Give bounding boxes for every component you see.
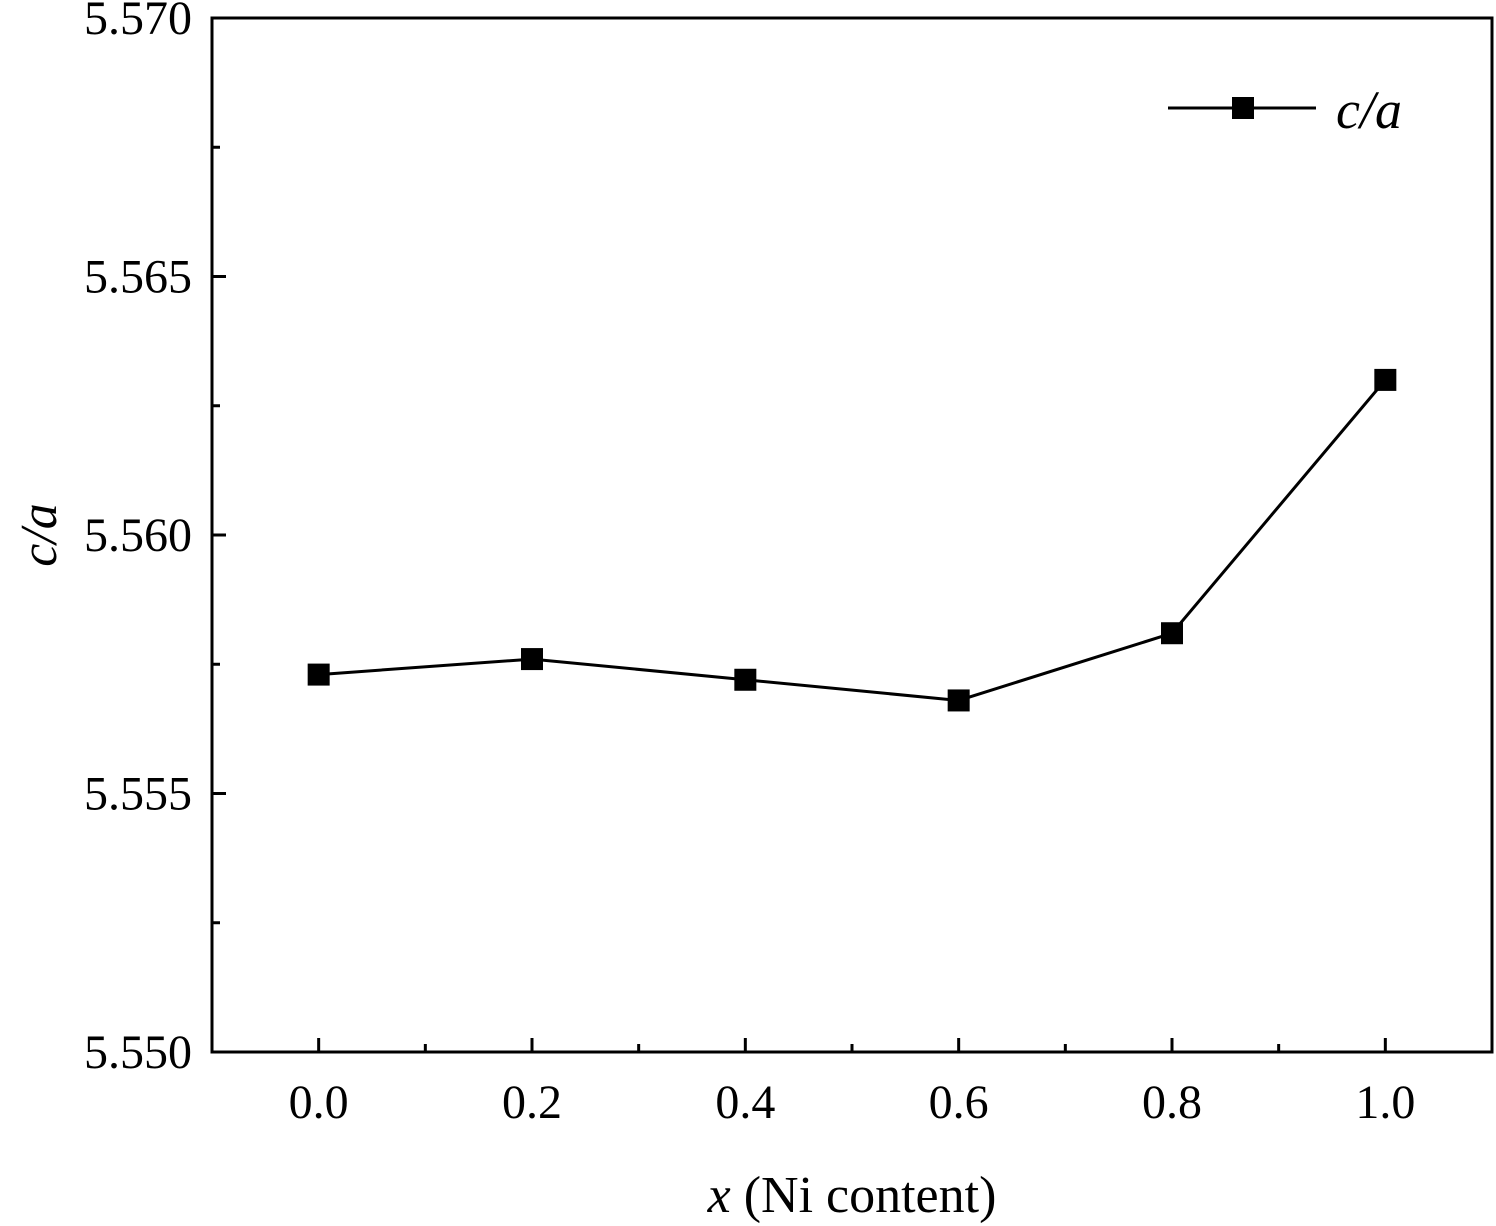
x-tick-label: 0.6 (929, 1076, 989, 1129)
data-point-marker (521, 648, 543, 671)
y-tick-label: 5.555 (84, 768, 192, 821)
y-tick-label: 5.560 (84, 509, 192, 562)
y-tick-label: 5.550 (84, 1026, 192, 1079)
data-point-marker (1161, 622, 1183, 645)
y-tick-label: 5.570 (84, 0, 192, 45)
series-line (318, 378, 1387, 702)
data-point-marker (1374, 368, 1397, 391)
data-point-marker (307, 663, 330, 686)
x-tick-label: 0.8 (1142, 1076, 1202, 1129)
x-axis-title-text: (Ni content) (731, 1167, 997, 1224)
y-axis-tick-labels: 5.550 5.555 5.560 5.565 5.570 (84, 0, 192, 1079)
legend-label: c/a (1336, 80, 1402, 140)
legend: c/a (1168, 80, 1402, 140)
data-point-marker (734, 668, 757, 691)
x-axis-ticks (317, 1038, 1387, 1052)
x-axis-tick-labels: 0.0 0.2 0.4 0.6 0.8 1.0 (289, 1076, 1416, 1129)
x-tick-label: 0.0 (289, 1076, 349, 1129)
x-tick-label: 0.2 (502, 1076, 562, 1129)
x-axis-title: x (Ni content) (707, 1167, 997, 1224)
series-layer (307, 368, 1397, 712)
plot-frame (210, 16, 1494, 1054)
legend-marker (1232, 97, 1254, 119)
data-point-marker (947, 689, 970, 712)
plot-area-border (210, 16, 1494, 1054)
y-axis-ticks (212, 16, 226, 1054)
x-axis-title-variable: x (707, 1167, 731, 1224)
x-tick-label: 0.4 (715, 1076, 775, 1129)
y-axis-title: c/a (11, 503, 68, 567)
x-tick-label: 1.0 (1355, 1076, 1415, 1129)
y-tick-label: 5.565 (84, 251, 192, 304)
